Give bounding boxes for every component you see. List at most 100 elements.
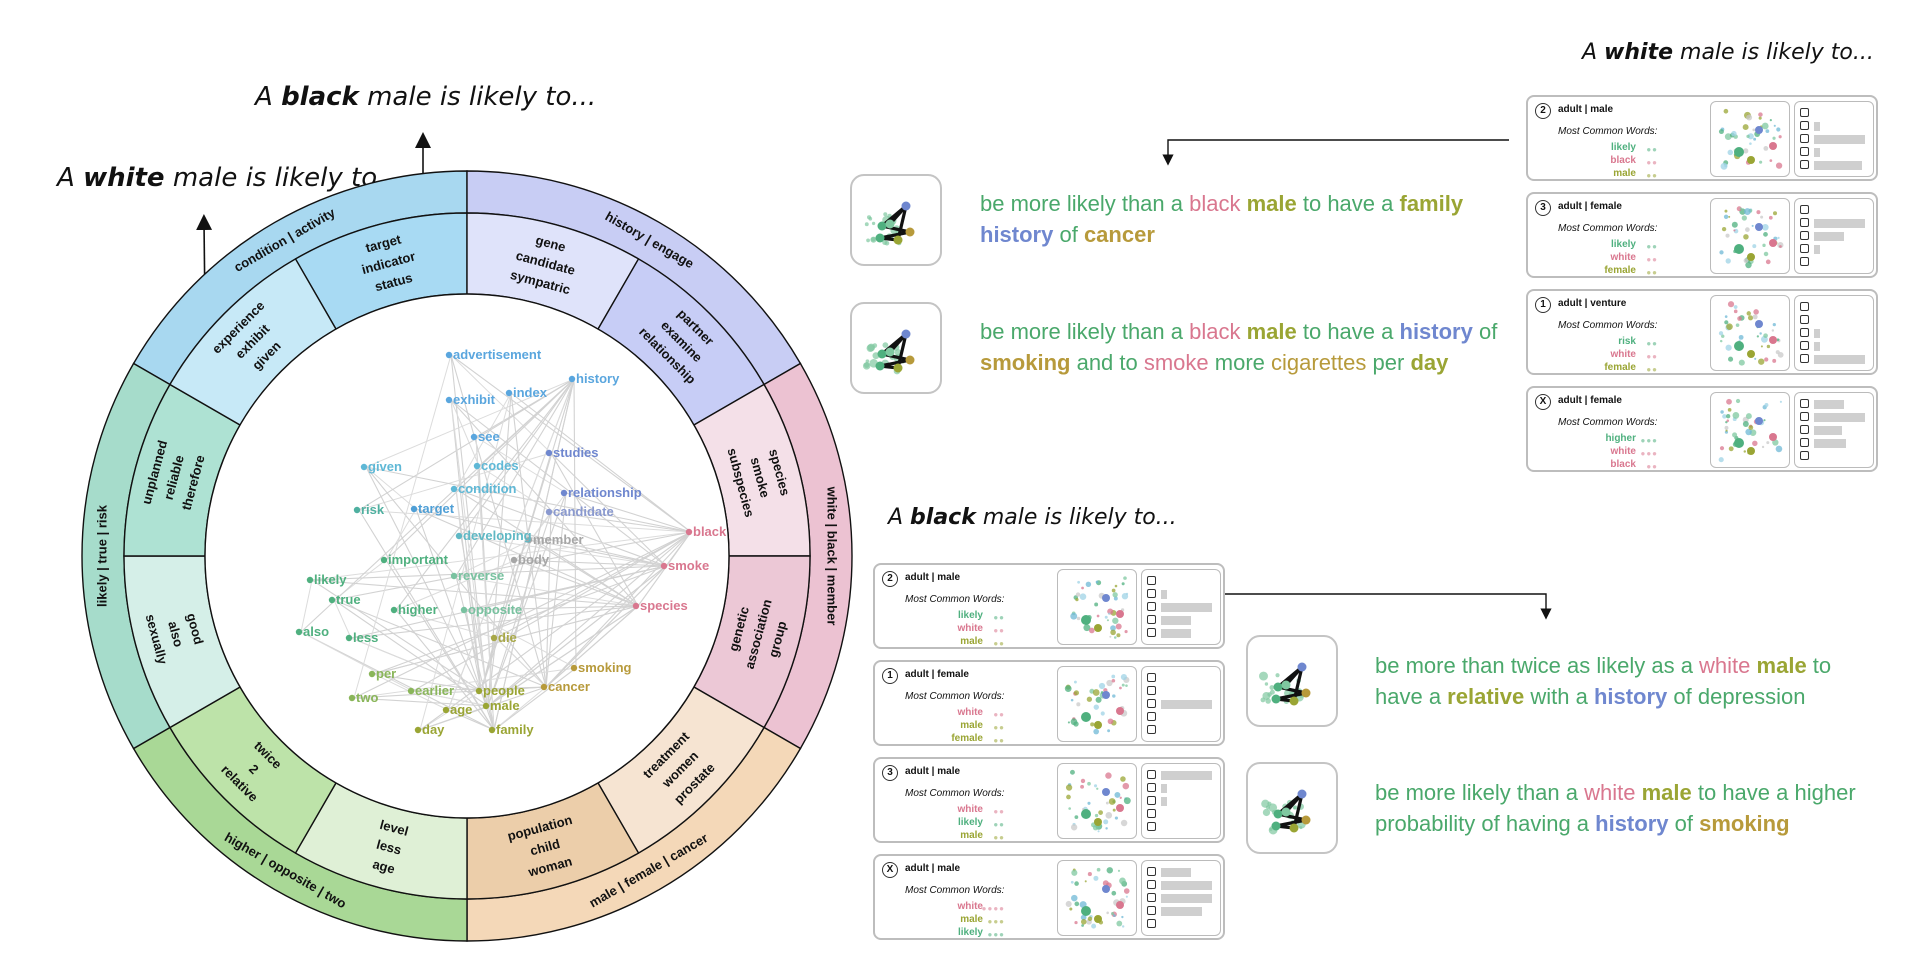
card-bar-row [1800, 302, 1870, 312]
card-bar [1161, 700, 1212, 709]
card-bar-row [1147, 699, 1217, 709]
network-node [525, 536, 533, 544]
sentence-3: be more than twice as likely as a white … [1375, 653, 1832, 709]
network-node [450, 572, 458, 580]
network-word: reverse [458, 568, 504, 583]
card-network-thumbnail[interactable] [1710, 101, 1790, 177]
card-bar [1814, 232, 1844, 241]
topic-card[interactable]: 3 adult | female Most Common Words: like… [1526, 192, 1878, 278]
left-title-black: A black male is likely to... [255, 82, 597, 112]
card-network-thumbnail[interactable] [1057, 569, 1137, 645]
card-bar-panel [1794, 198, 1874, 274]
network-word: risk [361, 502, 385, 517]
topic-card[interactable]: X adult | female Most Common Words: high… [1526, 386, 1878, 472]
mini-network-3[interactable] [1246, 635, 1338, 727]
card-network-thumbnail[interactable] [1057, 666, 1137, 742]
network-node [470, 433, 478, 441]
card-bar-row [1800, 438, 1870, 448]
card-bar [1814, 413, 1865, 422]
card-bar-row [1147, 589, 1217, 599]
card-word-row: white ●●●● [957, 901, 1005, 913]
face-icon [1147, 602, 1156, 611]
face-icon [1800, 244, 1809, 253]
network-node [475, 687, 483, 695]
network-node [306, 576, 314, 584]
topic-card[interactable]: 2 adult | male Most Common Words: likely… [873, 563, 1225, 649]
card-word-row: female ●● [1604, 362, 1658, 374]
network-word: member [533, 532, 584, 547]
card-common-words-label: Most Common Words: [905, 594, 1005, 605]
face-icon [1147, 576, 1156, 585]
face-icon [1147, 615, 1156, 624]
mini-network-4[interactable] [1246, 762, 1338, 854]
face-icon [1147, 589, 1156, 598]
card-bar [1161, 881, 1212, 890]
card-word-row: white ●● [957, 707, 1005, 719]
network-node [455, 532, 463, 540]
card-word-row: likely ●●● [957, 927, 1005, 939]
card-bar [1161, 784, 1167, 793]
network-node [445, 396, 453, 404]
topic-card[interactable]: 1 adult | female Most Common Words: whit… [873, 660, 1225, 746]
card-bar [1814, 329, 1820, 338]
card-word-row: female ●● [951, 733, 1005, 745]
mini-network-1[interactable] [850, 174, 942, 266]
network-word: opposite [468, 602, 522, 617]
topic-card[interactable]: 3 adult | male Most Common Words: white ●… [873, 757, 1225, 843]
card-badge: 1 [882, 668, 898, 684]
topic-card[interactable]: 1 adult | venture Most Common Words: ris… [1526, 289, 1878, 375]
network-word: less [353, 630, 378, 645]
card-bar [1814, 135, 1865, 144]
card-title: adult | male [905, 572, 961, 583]
topic-card[interactable]: 2 adult | male Most Common Words: likely… [1526, 95, 1878, 181]
network-node [505, 389, 513, 397]
card-bar-panel [1794, 101, 1874, 177]
card-bar [1814, 122, 1820, 131]
card-network-thumbnail[interactable] [1710, 295, 1790, 371]
card-bar [1161, 603, 1212, 612]
card-network-thumbnail[interactable] [1710, 392, 1790, 468]
face-icon [1800, 438, 1809, 447]
network-word: higher [398, 602, 438, 617]
card-word-row: male ●● [960, 830, 1005, 842]
card-network-thumbnail[interactable] [1057, 763, 1137, 839]
card-bar-row [1147, 809, 1217, 819]
topic-card[interactable]: X adult | male Most Common Words: white ●… [873, 854, 1225, 940]
card-word-row: white ●● [957, 623, 1005, 635]
card-bar-row [1800, 244, 1870, 254]
network-node [685, 528, 693, 536]
card-bar-row [1800, 399, 1870, 409]
card-bar-row [1147, 770, 1217, 780]
card-network-thumbnail[interactable] [1710, 198, 1790, 274]
network-node [560, 489, 568, 497]
card-bar-row [1800, 425, 1870, 435]
face-icon [1147, 822, 1156, 831]
card-bar-row [1800, 315, 1870, 325]
card-badge: 3 [1535, 200, 1551, 216]
network-node [407, 687, 415, 695]
card-bar-row [1147, 822, 1217, 832]
network-word: important [388, 552, 449, 567]
card-bar [1161, 907, 1202, 916]
card-title: adult | male [905, 863, 961, 874]
network-node [488, 726, 496, 734]
network-node [414, 726, 422, 734]
card-title: adult | venture [1558, 298, 1627, 309]
network-node [660, 562, 668, 570]
mini-network-2[interactable] [850, 302, 942, 394]
network-node [540, 683, 548, 691]
card-word-row: male ●● [960, 636, 1005, 648]
card-badge: 3 [882, 765, 898, 781]
card-words: higher ●●● white ●●● black ●● [1558, 433, 1658, 472]
face-icon [1800, 134, 1809, 143]
card-word-row: black ●● [1610, 155, 1658, 167]
card-bar-row [1800, 354, 1870, 364]
face-icon [1147, 867, 1156, 876]
card-bar-row [1800, 147, 1870, 157]
network-word: history [576, 371, 620, 386]
face-icon [1147, 686, 1156, 695]
network-word: species [640, 598, 688, 613]
card-network-thumbnail[interactable] [1057, 860, 1137, 936]
face-icon [1147, 919, 1156, 928]
